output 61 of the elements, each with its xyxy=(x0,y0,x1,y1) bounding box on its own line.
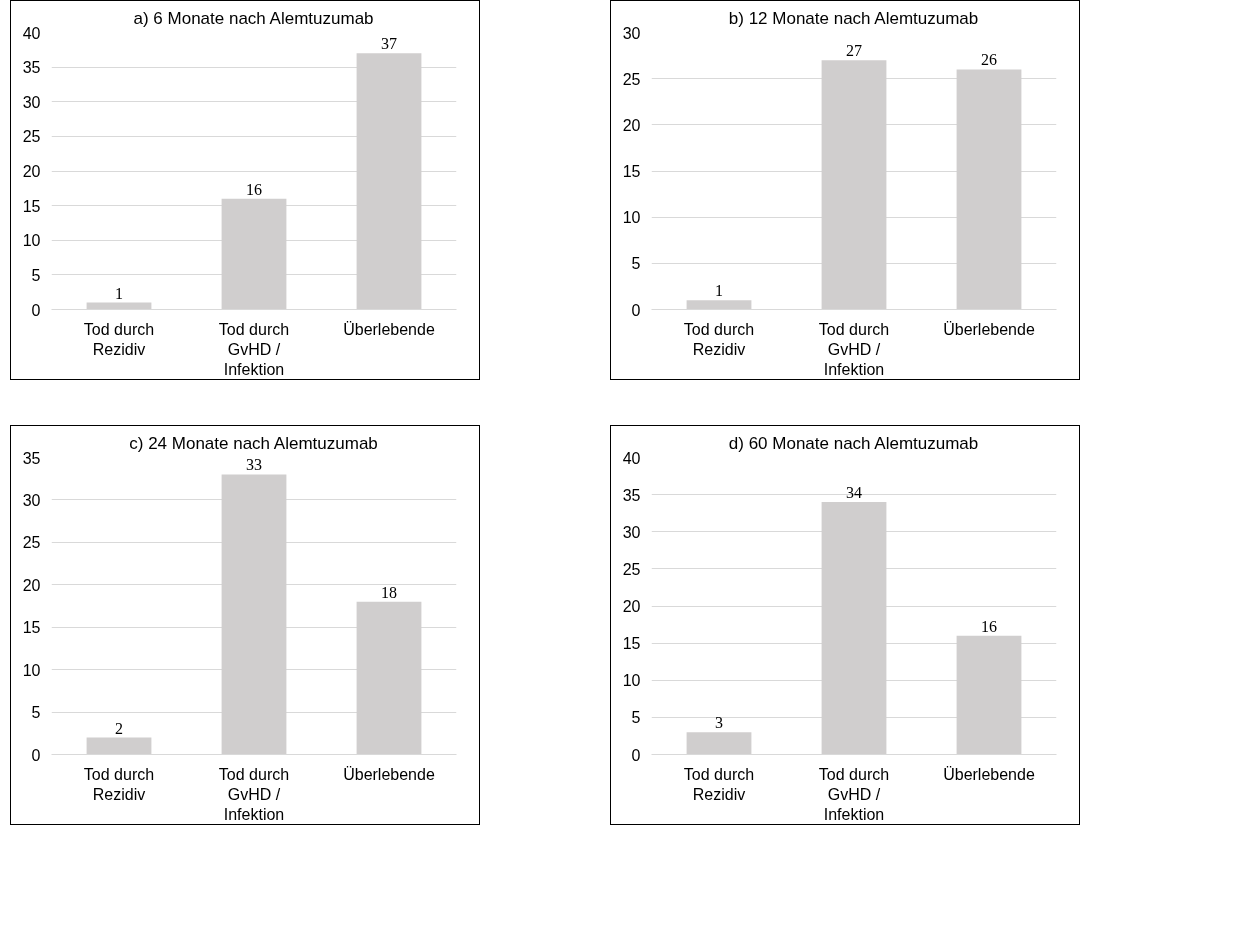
y-tick-label: 0 xyxy=(31,301,41,319)
data-label: 37 xyxy=(381,35,397,53)
x-tick-label: Tod durch Rezidiv xyxy=(683,765,755,803)
x-tick-label: Tod durch GvHD / Infektion xyxy=(218,320,290,379)
chart-title: a) 6 Monate nach Alemtuzumab xyxy=(133,8,374,28)
x-tick-label: Tod durch Rezidiv xyxy=(83,765,155,803)
y-tick-label: 30 xyxy=(622,24,641,42)
y-tick-label: 40 xyxy=(22,24,41,42)
data-label: 3 xyxy=(715,714,723,732)
y-tick-label: 0 xyxy=(631,301,641,319)
y-tick-label: 5 xyxy=(631,709,641,727)
y-tick-label: 10 xyxy=(22,232,41,250)
y-tick-label: 35 xyxy=(22,59,41,77)
y-tick-label: 20 xyxy=(622,598,641,615)
data-label: 18 xyxy=(381,583,397,601)
chart-title: c) 24 Monate nach Alemtuzumab xyxy=(129,433,378,453)
y-tick-label: 20 xyxy=(22,576,41,594)
y-tick-label: 25 xyxy=(22,128,41,146)
y-tick-label: 20 xyxy=(22,163,41,180)
y-tick-label: 15 xyxy=(22,619,41,637)
y-tick-label: 0 xyxy=(631,746,641,764)
x-tick-label: Überlebende xyxy=(943,320,1035,338)
y-tick-label: 25 xyxy=(622,560,641,578)
y-tick-label: 15 xyxy=(622,163,641,180)
y-tick-label: 30 xyxy=(22,93,41,111)
y-tick-label: 30 xyxy=(622,523,641,541)
x-tick-label: Tod durch Rezidiv xyxy=(83,320,155,358)
y-tick-label: 5 xyxy=(31,266,41,284)
y-tick-label: 35 xyxy=(22,449,41,467)
y-tick-label: 20 xyxy=(622,116,641,134)
y-tick-label: 10 xyxy=(622,672,641,690)
data-label: 16 xyxy=(246,180,262,198)
data-label: 27 xyxy=(846,42,862,60)
x-tick-label: Tod durch GvHD / Infektion xyxy=(218,765,290,824)
chart-title: d) 60 Monate nach Alemtuzumab xyxy=(728,433,979,453)
y-tick-label: 25 xyxy=(22,534,41,552)
y-tick-label: 10 xyxy=(622,209,641,227)
y-tick-label: 10 xyxy=(22,661,41,679)
y-tick-label: 15 xyxy=(22,197,41,215)
x-tick-label: Tod durch GvHD / Infektion xyxy=(818,320,890,379)
data-label: 26 xyxy=(981,51,997,69)
data-label: 34 xyxy=(846,484,862,502)
y-tick-label: 15 xyxy=(622,635,641,653)
data-label: 1 xyxy=(115,284,123,302)
data-label: 33 xyxy=(246,456,262,474)
y-tick-label: 40 xyxy=(622,449,641,467)
x-tick-label: Überlebende xyxy=(343,765,435,783)
chart-title: b) 12 Monate nach Alemtuzumab xyxy=(728,8,979,28)
y-tick-label: 5 xyxy=(631,255,641,273)
y-tick-label: 30 xyxy=(22,491,41,509)
y-tick-label: 25 xyxy=(622,70,641,88)
x-tick-label: Tod durch GvHD / Infektion xyxy=(818,765,890,824)
x-tick-label: Überlebende xyxy=(943,765,1035,783)
x-tick-label: Tod durch Rezidiv xyxy=(683,320,755,358)
y-tick-label: 35 xyxy=(622,486,641,504)
y-tick-label: 5 xyxy=(31,704,41,722)
y-tick-label: 0 xyxy=(31,746,41,764)
data-label: 2 xyxy=(115,719,123,737)
x-tick-label: Überlebende xyxy=(343,320,435,338)
data-label: 1 xyxy=(715,282,723,300)
data-label: 16 xyxy=(981,617,997,635)
